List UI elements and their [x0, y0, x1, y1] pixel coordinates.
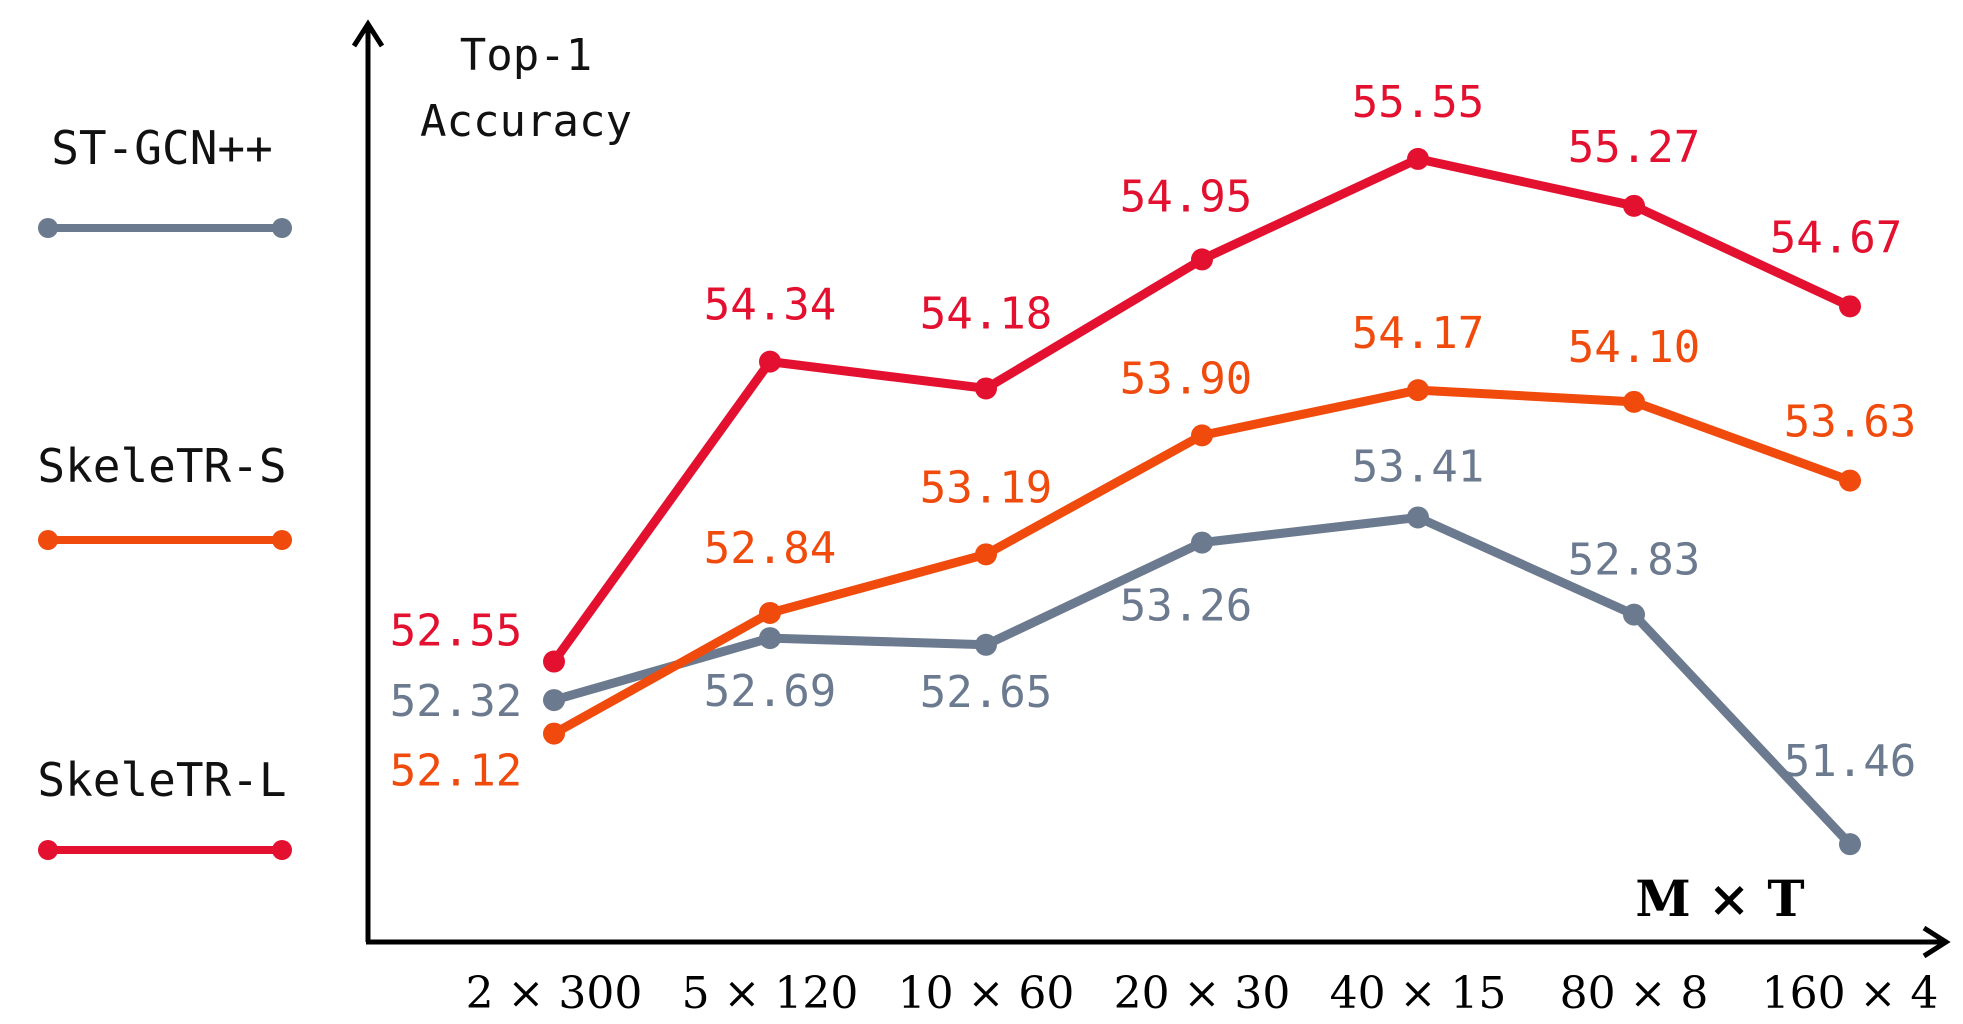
x-tick-label: 10 × 60: [898, 968, 1075, 1019]
data-label: 54.18: [920, 288, 1052, 339]
data-label: 54.95: [1120, 171, 1252, 222]
y-axis-arrow: [351, 19, 385, 48]
data-label: 52.84: [704, 523, 836, 574]
data-label: 54.17: [1352, 308, 1484, 359]
data-label: 52.83: [1568, 535, 1700, 586]
data-point: [1839, 295, 1861, 318]
legend: ST-GCN++ SkeleTR-S SkeleTR-L: [37, 121, 292, 860]
data-label: 53.63: [1784, 397, 1916, 448]
series-st-gcn-: 52.32 52.69 52.65 53.26 53.41 52.83 51.46: [390, 441, 1916, 856]
y-axis-label-line1: Top-1: [460, 30, 592, 81]
series-layer: 52.32 52.69 52.6553.2653.4152.8351.4652.12…: [390, 77, 1916, 856]
legend-label: SkeleTR-L: [37, 753, 286, 807]
data-point: [1623, 390, 1645, 413]
x-tick-label: 5 × 120: [682, 968, 859, 1019]
data-label: 52.55: [390, 606, 522, 657]
data-label: 52.65: [920, 667, 1052, 718]
data-point: [1839, 469, 1861, 492]
data-point: [975, 633, 997, 656]
legend-marker: [272, 530, 292, 550]
data-point: [1191, 531, 1213, 554]
data-point: [1191, 248, 1213, 271]
data-label: 55.27: [1568, 122, 1700, 173]
legend-item: ST-GCN++: [38, 121, 292, 238]
data-point: [759, 350, 781, 373]
data-point: [1407, 379, 1429, 402]
x-tick-label: 20 × 30: [1114, 968, 1291, 1019]
x-tick-label: 2 × 300: [466, 968, 643, 1019]
x-tick-label: 160 × 4: [1762, 968, 1939, 1019]
data-point: [1839, 833, 1861, 856]
data-point: [543, 650, 565, 673]
data-label: 53.41: [1352, 441, 1484, 492]
legend-marker: [272, 840, 292, 860]
data-point: [975, 377, 997, 400]
legend-marker: [38, 218, 58, 238]
legend-item: SkeleTR-L: [37, 753, 292, 860]
data-label: 54.34: [704, 280, 836, 331]
data-point: [543, 689, 565, 712]
data-label: 51.46: [1784, 736, 1916, 787]
legend-marker: [38, 530, 58, 550]
data-point: [1191, 424, 1213, 447]
data-point: [975, 543, 997, 566]
x-axis-arrow: [1922, 925, 1951, 959]
series-skeletr-l: 52.55 54.34 54.18 54.95 55.55 55.27 54.67: [390, 77, 1902, 673]
data-point: [1407, 147, 1429, 170]
legend-marker: [272, 218, 292, 238]
x-tick-labels: 2 × 300 5 × 120 10 × 60 20 × 30 40 × 15 80 × …: [466, 968, 1939, 1019]
legend-label: ST-GCN++: [51, 121, 273, 175]
data-label: 53.26: [1120, 581, 1252, 632]
data-label: 53.19: [920, 462, 1052, 513]
series-skeletr-s: 52.12 52.84 53.19 53.90 54.17 54.10 53.63: [390, 308, 1916, 796]
data-label: 54.67: [1770, 212, 1902, 263]
data-point: [759, 601, 781, 624]
x-tick-label: 40 × 15: [1330, 968, 1507, 1019]
data-label: 52.69: [704, 666, 836, 717]
x-axis-label: M × T: [1635, 869, 1804, 928]
y-axis-label-line2: Accuracy: [420, 96, 632, 147]
data-label: 52.32: [390, 676, 522, 727]
data-label: 54.10: [1568, 322, 1700, 373]
data-point: [1407, 506, 1429, 529]
data-point: [543, 722, 565, 745]
legend-item: SkeleTR-S: [37, 439, 292, 550]
data-label: 53.90: [1120, 353, 1252, 404]
data-point: [1623, 603, 1645, 626]
data-point: [1623, 194, 1645, 217]
data-point: [759, 627, 781, 650]
legend-label: SkeleTR-S: [37, 439, 286, 493]
data-label: 55.55: [1352, 77, 1484, 128]
data-label: 52.12: [390, 746, 522, 797]
legend-marker: [38, 840, 58, 860]
x-tick-label: 80 × 8: [1560, 968, 1709, 1019]
